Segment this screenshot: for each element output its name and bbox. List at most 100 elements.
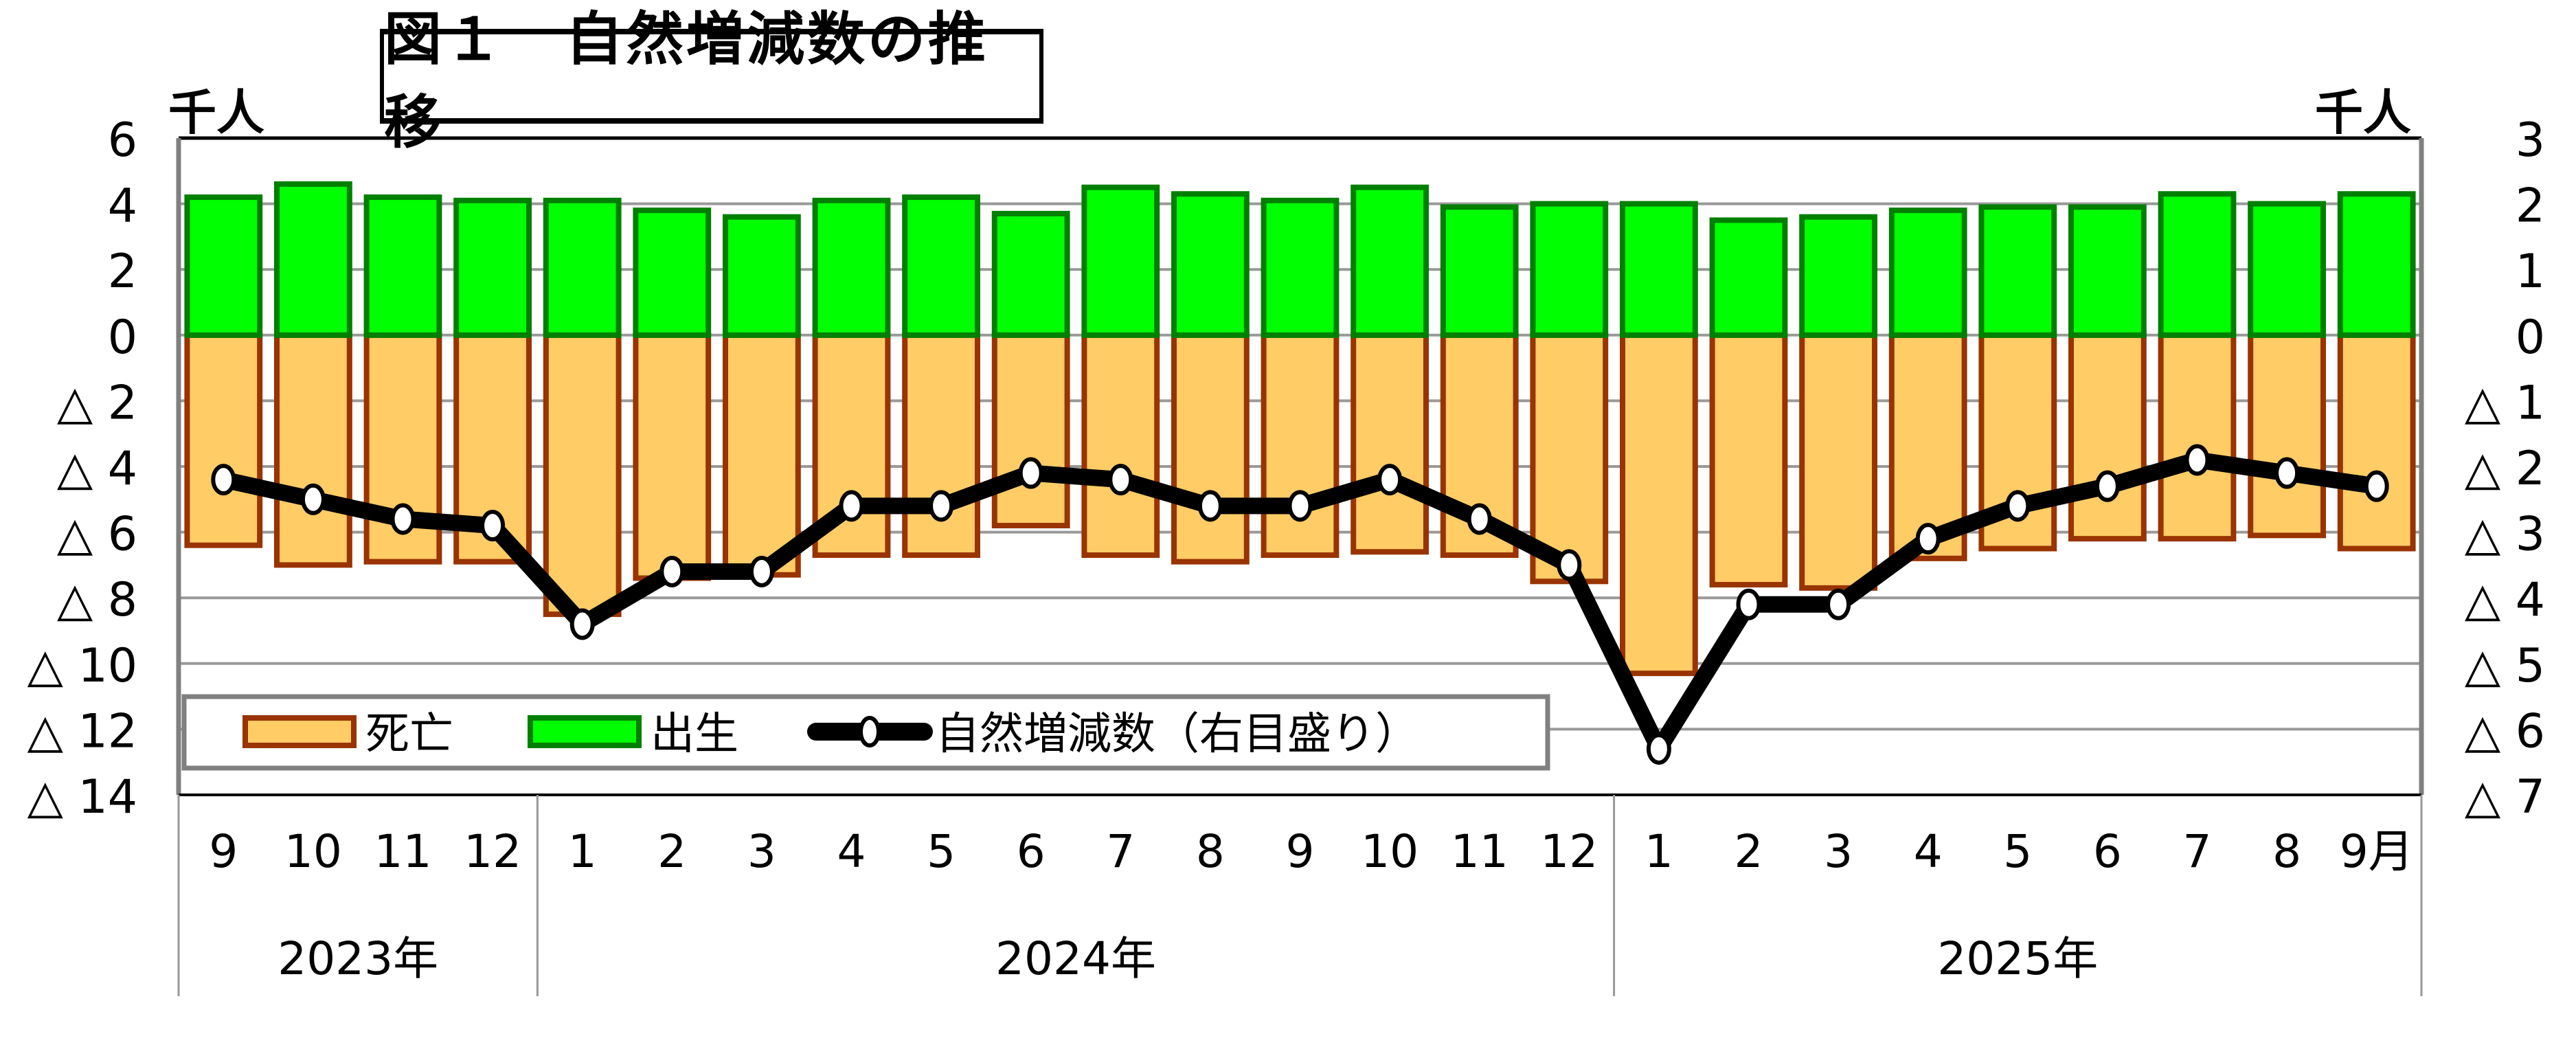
data-point-marker — [2005, 490, 2031, 522]
bar-births — [633, 207, 712, 338]
chart-title: 図１ 自然増減数の推移 — [384, 5, 989, 156]
legend-swatch-births — [528, 715, 642, 748]
data-point-marker — [1018, 457, 1043, 489]
data-point-marker — [2274, 457, 2300, 489]
bar-births — [1440, 204, 1519, 338]
bar-deaths — [1351, 332, 1429, 555]
bar-deaths — [1261, 332, 1340, 559]
data-point-marker — [1915, 523, 1941, 555]
bar-deaths — [1709, 332, 1788, 588]
bar-deaths — [1081, 332, 1160, 559]
left-axis-ticks: 6 4 2 0 △ 2 △ 4 △ 6 △ 8 △ 10 △ 12 △ 14 — [27, 113, 137, 824]
left-tick-label: △ 14 — [27, 770, 137, 824]
data-point-marker — [1197, 490, 1223, 522]
bar-births — [1171, 191, 1250, 338]
left-tick-label: 0 — [108, 311, 137, 365]
month-label: 4 — [1914, 825, 1943, 878]
data-point-marker — [749, 555, 774, 587]
bar-births — [363, 194, 442, 338]
bar-births — [812, 197, 891, 338]
legend-label-natural-change: 自然増減数（右目盛り） — [936, 709, 1419, 760]
line-series-natural-change — [211, 444, 2389, 765]
bar-births — [2248, 201, 2326, 338]
data-point-marker — [1557, 549, 1582, 581]
bar-births — [274, 181, 352, 338]
right-axis-ticks: 3 2 1 0 △ 1 △ 2 △ 3 △ 4 △ 5 △ 6 △ 7 — [2465, 113, 2545, 824]
right-tick-label: △ 3 — [2465, 508, 2545, 562]
bar-births — [184, 194, 263, 338]
month-label: 9 — [1286, 825, 1315, 878]
right-tick-label: △ 6 — [2465, 704, 2545, 758]
bar-deaths — [543, 332, 622, 618]
data-point-marker — [1736, 588, 1761, 620]
month-label: 2 — [1735, 825, 1763, 878]
bar-births — [453, 197, 532, 338]
bar-deaths — [1799, 332, 1877, 591]
left-tick-label: △ 6 — [57, 508, 137, 562]
data-point-marker — [1467, 503, 1492, 535]
right-axis-unit-label: 千人 — [2315, 85, 2411, 141]
data-point-marker — [929, 490, 954, 522]
bar-births — [902, 194, 980, 338]
month-label: 8 — [1196, 825, 1225, 878]
bar-births — [1261, 197, 1340, 338]
month-label: 11 — [1451, 825, 1509, 878]
month-label: 7 — [2183, 825, 2212, 878]
bar-deaths — [274, 332, 352, 568]
month-label: 7 — [1106, 825, 1135, 878]
bar-births — [2158, 191, 2237, 338]
bar-deaths — [2337, 332, 2416, 552]
bar-deaths — [184, 332, 263, 548]
data-point-marker — [2364, 470, 2389, 502]
data-point-marker — [2094, 470, 2120, 502]
month-label: 9 — [209, 825, 238, 878]
bar-deaths — [633, 332, 712, 581]
bar-births — [1351, 184, 1429, 338]
right-tick-label: △ 4 — [2465, 573, 2545, 627]
month-label: 6 — [1017, 825, 1046, 878]
data-point-marker — [1377, 464, 1403, 496]
month-label: 10 — [284, 825, 342, 878]
bar-births — [1530, 201, 1609, 338]
month-label: 1 — [1645, 825, 1673, 878]
month-label: 3 — [747, 825, 776, 878]
legend-marker-circle-icon — [859, 716, 881, 747]
legend-label-deaths: 死亡 — [365, 709, 453, 760]
month-label: 1 — [568, 825, 597, 878]
x-axis-month-labels: 9 10 11 12 1 2 3 4 5 6 7 8 9 10 11 12 1 2 3 4 5 6 7 8 9月 — [209, 825, 2413, 878]
bar-series — [184, 181, 2416, 677]
month-label: 4 — [837, 825, 866, 878]
bar-births — [1620, 201, 1698, 338]
bar-deaths — [723, 332, 801, 578]
bar-deaths — [902, 332, 980, 559]
bar-deaths — [2068, 332, 2147, 542]
bar-deaths — [2158, 332, 2237, 542]
data-point-marker — [659, 555, 685, 587]
right-tick-label: 0 — [2516, 311, 2545, 365]
left-tick-label: △ 2 — [57, 376, 137, 430]
month-label: 3 — [1824, 825, 1853, 878]
bar-births — [1799, 214, 1877, 338]
month-label: 2 — [657, 825, 686, 878]
axes — [176, 136, 2424, 796]
month-label: 8 — [2272, 825, 2301, 878]
right-tick-label: △ 1 — [2465, 376, 2545, 430]
data-point-marker — [1646, 733, 1671, 765]
month-label: 10 — [1361, 825, 1419, 878]
month-label: 12 — [1540, 825, 1598, 878]
month-label: 11 — [374, 825, 432, 878]
bar-births — [1888, 207, 1967, 338]
bar-births — [543, 197, 622, 338]
data-point-marker — [1826, 588, 1851, 620]
month-label: 5 — [2003, 825, 2032, 878]
year-label: 2025年 — [1937, 932, 2098, 985]
legend: 死亡 出生 自然増減数（右目盛り） — [181, 694, 1550, 771]
left-axis-unit-label: 千人 — [168, 85, 264, 141]
bar-births — [1081, 184, 1160, 338]
right-tick-label: 3 — [2516, 113, 2545, 168]
data-point-marker — [1108, 464, 1133, 496]
bar-births — [1978, 204, 2057, 338]
data-point-marker — [480, 510, 506, 542]
